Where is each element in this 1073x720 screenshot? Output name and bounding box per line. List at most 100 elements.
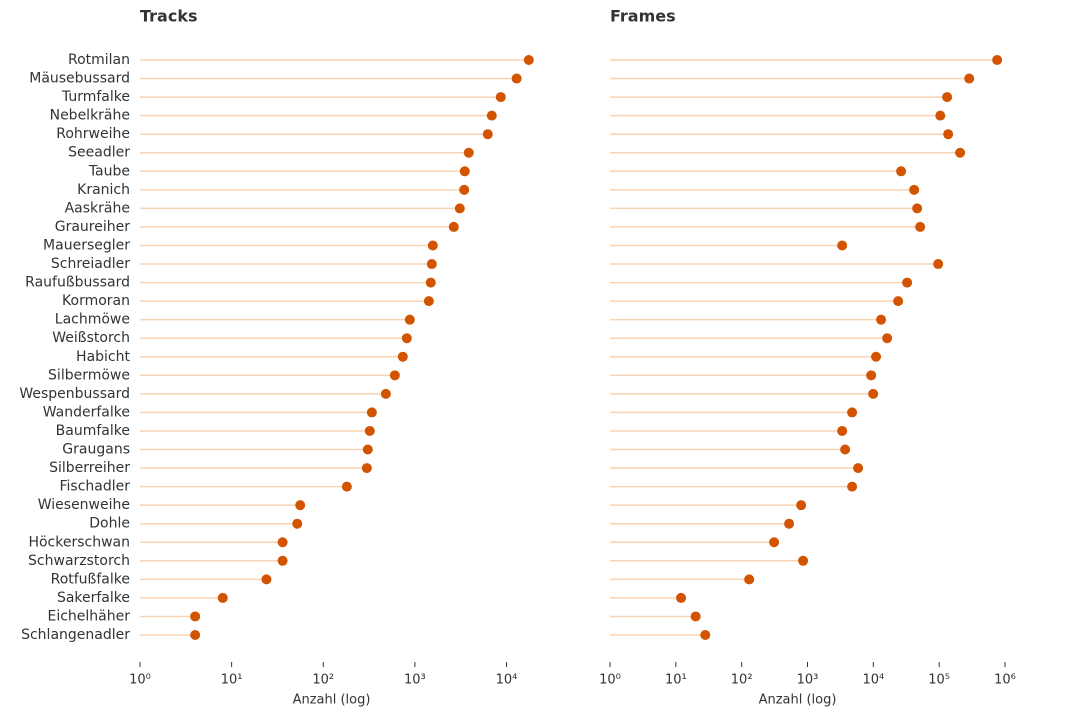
y-tick-label: Wanderfalke [43, 404, 130, 420]
y-tick-label: Taube [88, 163, 130, 179]
dot [295, 500, 306, 511]
dot [769, 537, 780, 548]
dot [796, 500, 807, 511]
dot [362, 444, 373, 455]
x-tick-label: 10⁶ [994, 673, 1016, 688]
dot [902, 277, 913, 288]
y-tick-label: Seeadler [68, 145, 130, 161]
dot [868, 388, 879, 399]
dot [676, 592, 687, 603]
dot [853, 463, 864, 474]
dot [798, 555, 809, 566]
y-tick-label: Mäusebussard [29, 71, 130, 87]
y-tick-label: Raufußbussard [25, 275, 130, 291]
dot [190, 630, 201, 640]
dot [277, 555, 288, 566]
dot [364, 425, 375, 436]
dot [486, 110, 497, 121]
panel-title: Tracks [140, 7, 198, 26]
dot [459, 184, 470, 195]
y-tick-label: Kormoran [62, 293, 130, 309]
dot [837, 425, 848, 436]
y-tick-label: Fischadler [59, 479, 130, 495]
y-tick-label: Schlangenadler [21, 627, 130, 643]
x-tick-label: 10¹ [665, 673, 687, 688]
y-tick-label: Rotfußfalke [51, 571, 130, 587]
dot [955, 147, 966, 158]
x-tick-label: 10⁰ [129, 673, 151, 688]
dot [217, 592, 228, 603]
y-tick-label: Höckerschwan [28, 534, 130, 550]
dot [401, 333, 412, 344]
dot [425, 277, 436, 288]
x-tick-label: 10⁴ [496, 673, 518, 688]
x-axis-label: Anzahl (log) [293, 693, 371, 708]
dot [744, 574, 755, 585]
dot [690, 611, 701, 622]
dot [942, 92, 953, 103]
x-tick-label: 10⁵ [928, 673, 950, 688]
dot [427, 240, 438, 251]
y-tick-label: Silberreiher [49, 460, 130, 476]
y-tick-label: Schwarzstorch [28, 553, 130, 569]
dot [523, 55, 534, 65]
dot [495, 92, 506, 103]
dot [871, 351, 882, 362]
y-tick-label: Mauersegler [43, 237, 130, 253]
dot [784, 518, 795, 529]
dot [292, 518, 303, 529]
y-tick-label: Kranich [77, 182, 130, 198]
dot [933, 259, 944, 270]
dot [935, 110, 946, 121]
x-tick-label: 10⁴ [862, 673, 884, 688]
dot [463, 147, 474, 158]
dot [893, 296, 904, 307]
dot [459, 166, 470, 177]
dot [380, 388, 391, 399]
dot [448, 221, 459, 232]
dot [454, 203, 465, 214]
x-tick-label: 10³ [404, 673, 426, 688]
x-tick-label: 10¹ [221, 673, 243, 688]
y-tick-label: Aaskrähe [65, 200, 130, 216]
dot [361, 463, 372, 474]
dot [700, 630, 711, 640]
y-tick-label: Lachmöwe [55, 312, 130, 328]
dot [404, 314, 415, 325]
dot [482, 129, 493, 140]
dot [964, 73, 975, 84]
dot [876, 314, 887, 325]
y-tick-label: Silbermöwe [48, 367, 130, 383]
y-tick-label: Eichelhäher [47, 608, 130, 624]
y-tick-label: Nebelkrähe [50, 108, 130, 124]
x-tick-label: 10⁰ [599, 673, 621, 688]
y-tick-label: Wiesenweihe [38, 497, 130, 513]
y-tick-label: Rohrweihe [56, 126, 130, 142]
dot [837, 240, 848, 251]
dot [261, 574, 272, 585]
dot [992, 55, 1003, 65]
y-tick-label: Graureiher [55, 219, 130, 235]
y-tick-label: Graugans [62, 442, 130, 458]
dot [847, 481, 858, 492]
y-tick-label: Wespenbussard [19, 386, 130, 402]
dot [866, 370, 877, 381]
dot [840, 444, 851, 455]
dot [190, 611, 201, 622]
dot [882, 333, 893, 344]
dot [426, 259, 437, 270]
dot [943, 129, 954, 140]
x-axis-label: Anzahl (log) [759, 693, 837, 708]
y-tick-label: Rotmilan [68, 52, 130, 68]
y-tick-label: Schreiadler [51, 256, 130, 272]
dot [896, 166, 907, 177]
dot [915, 221, 926, 232]
x-tick-label: 10³ [797, 673, 819, 688]
y-tick-label: Weißstorch [52, 330, 130, 346]
y-tick-label: Sakerfalke [57, 590, 130, 606]
dot [277, 537, 288, 548]
dot [389, 370, 400, 381]
dot [511, 73, 522, 84]
dot [341, 481, 352, 492]
